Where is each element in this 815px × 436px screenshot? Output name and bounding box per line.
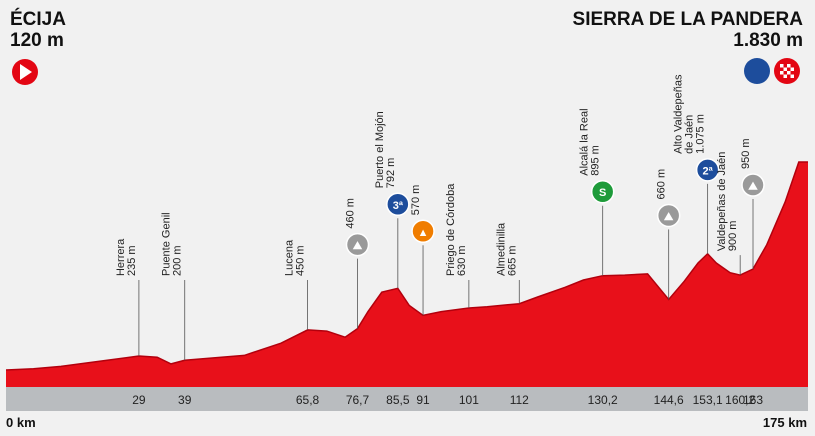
esp-sprint-icon [744, 58, 770, 84]
intermediate-sprint-icon [590, 179, 615, 204]
marker-icon-glyph: ⛰ [747, 181, 758, 193]
marker-label: Puente Genil [161, 212, 173, 276]
checker-square [790, 67, 794, 71]
marker-label: 900 m [727, 221, 739, 252]
start-town-name: ÉCIJA [10, 9, 66, 30]
marker-label: 665 m [506, 245, 518, 276]
marker-icon-glyph: 2ª [703, 165, 714, 177]
km-tick-label: 130,2 [588, 393, 618, 407]
marker-label: 570 m [410, 185, 422, 216]
marker-label: Valdepeñas de Jaén [716, 152, 728, 252]
km-tick-label: 29 [132, 393, 146, 407]
finish-town: SIERRA DE LA PANDERA 1.830 m [573, 9, 803, 51]
marker-label: 895 m [590, 145, 602, 176]
marker-label: 950 m [740, 138, 752, 169]
start-town: ÉCIJA 120 m [10, 9, 66, 51]
kom-3rd-category-icon [386, 192, 410, 217]
km-tick-label: 76,7 [346, 393, 370, 407]
checker-square [790, 74, 794, 78]
km-tick-label: 39 [178, 393, 192, 407]
marker-label: Alcalá la Real [579, 108, 591, 175]
checker-square [787, 71, 791, 75]
marker-label: 235 m [126, 245, 138, 276]
kom-2nd-category-icon [695, 158, 720, 182]
km-tick-label: 163 [743, 393, 763, 407]
marker-label: Puerto el Mojón [374, 111, 386, 188]
marker-label: 630 m [456, 245, 468, 276]
start-altitude: 120 m [10, 30, 64, 51]
feed-zone-bottle-icon [411, 219, 435, 244]
km-tick-label: 153,1 [693, 393, 723, 407]
profile-outline [5, 161, 808, 371]
marker-label: Herrera [115, 238, 127, 276]
marker-icon-glyph: 3ª [393, 200, 404, 212]
axis-end-label: 175 km [762, 415, 807, 430]
km-tick-label: 91 [416, 393, 430, 407]
checker-square [783, 74, 787, 78]
km-tick-label: 112 [510, 393, 529, 407]
climb-category-icon [741, 173, 765, 197]
km-tick-label: 85,5 [386, 393, 410, 407]
marker-label: 460 m [345, 198, 357, 229]
finish-altitude: 1.830 m [733, 30, 803, 51]
climb-category-icon [345, 232, 370, 257]
marker-label: Lucena [284, 239, 296, 276]
marker-label: 450 m [295, 245, 307, 276]
climb-category-icon [656, 203, 681, 228]
marker-icon-glyph: S [599, 187, 606, 199]
start-play-triangle [20, 64, 32, 80]
km-tick-label: 160,2 [725, 393, 755, 407]
marker-label: de Jaén [684, 115, 696, 154]
profile-area [6, 162, 808, 387]
km-tick-label: 101 [459, 393, 479, 407]
marker-icon-glyph: ⛰ [663, 211, 674, 223]
km-tick-label: 65,8 [296, 393, 320, 407]
marker-label: 660 m [656, 169, 668, 200]
marker-label: 1.075 m [695, 114, 707, 154]
km-band [6, 387, 808, 411]
finish-town-name: SIERRA DE LA PANDERA [572, 9, 803, 30]
marker-label: Alto Valdepeñas [673, 74, 685, 154]
marker-icon-glyph: ▲ [418, 227, 429, 239]
marker-label: 200 m [172, 245, 184, 276]
marker-label: Priego de Córdoba [445, 183, 457, 276]
marker-label: Almedinilla [495, 222, 507, 276]
checker-square [780, 71, 784, 75]
checker-square [783, 67, 787, 71]
checker-square [787, 64, 791, 68]
marker-icon-glyph: ⛰ [352, 240, 363, 252]
marker-label: 792 m [385, 158, 397, 189]
checker-square [780, 64, 784, 68]
axis-start-label: 0 km [6, 415, 36, 430]
km-tick-label: 144,6 [654, 393, 684, 407]
